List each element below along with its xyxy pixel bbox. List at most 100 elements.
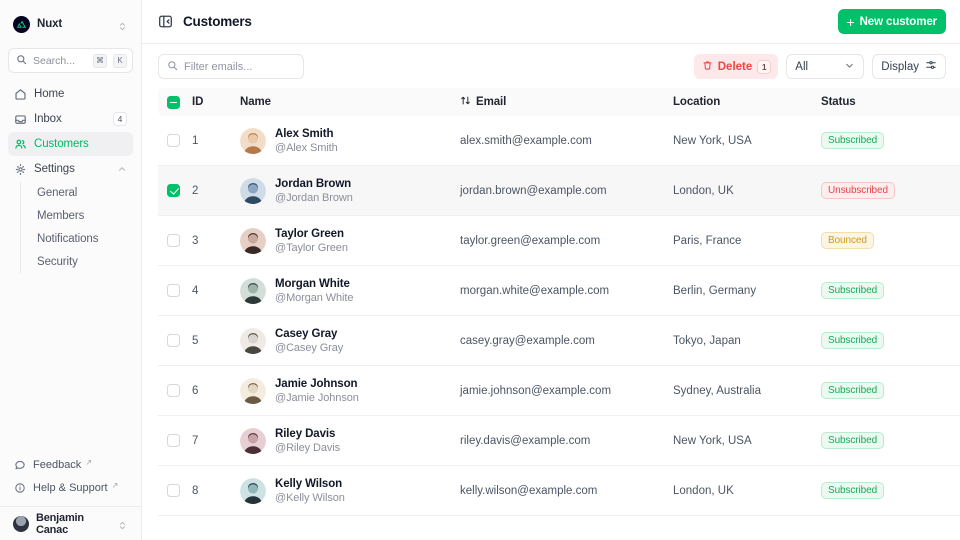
row-checkbox[interactable] [167,434,180,447]
row-checkbox[interactable] [167,134,180,147]
customer-handle: @Alex Smith [275,141,338,154]
row-checkbox[interactable] [167,284,180,297]
row-select-cell [158,216,192,266]
sidebar-item-home[interactable]: Home [8,82,133,106]
cell-location: New York, USA [673,116,821,166]
cell-email: jamie.johnson@example.com [460,366,673,416]
filter-emails-input[interactable]: Filter emails... [158,54,304,79]
sidebar-item-feedback[interactable]: Feedback ↗ [8,454,133,476]
customer-name: Taylor Green [275,227,344,240]
column-header-id[interactable]: ID [192,88,240,116]
table-row[interactable]: 7 Riley Davis @Riley Davis riley.davis@exam… [158,416,960,466]
sidebar-subitem-members[interactable]: Members [37,210,85,222]
customers-table: ID Name Email Location Status [158,88,960,516]
cell-name: Casey Gray @Casey Gray [240,316,460,366]
sidebar-item-customers[interactable]: Customers [8,132,133,156]
avatar [240,177,266,204]
cell-name: Taylor Green @Taylor Green [240,216,460,266]
table-row[interactable]: 1 Alex Smith @Alex Smith alex.smith@example… [158,116,960,166]
column-header-email[interactable]: Email [460,88,673,116]
page-title: Customers [183,14,252,29]
status-badge: Subscribed [821,432,885,449]
column-header-location[interactable]: Location [673,88,821,116]
customer-name: Jordan Brown [275,177,352,190]
sort-arrows-icon[interactable] [460,95,471,109]
table-row[interactable]: 5 Casey Gray @Casey Gray casey.gray@example… [158,316,960,366]
cell-status: Subscribed [821,366,960,416]
chevron-up-icon[interactable] [117,164,127,174]
table-row[interactable]: 2 Jordan Brown @Jordan Brown jordan.brown@e… [158,166,960,216]
status-badge: Unsubscribed [821,182,895,199]
cell-email: casey.gray@example.com [460,316,673,366]
sidebar-item-inbox[interactable]: Inbox 4 [8,107,133,131]
cell-name: Jamie Johnson @Jamie Johnson [240,366,460,416]
user-menu[interactable]: Benjamin Canac [0,506,141,540]
table-head: ID Name Email Location Status [158,88,960,116]
sliders-icon [925,59,937,74]
sidebar-footer-links: Feedback ↗ Help & Support ↗ [8,454,133,506]
customer-handle: @Kelly Wilson [275,491,345,504]
avatar [240,227,266,254]
cell-status: Subscribed [821,466,960,516]
cell-location: New York, USA [673,416,821,466]
sidebar-item-settings[interactable]: Settings [8,157,133,181]
customer-name: Kelly Wilson [275,477,343,490]
page-header: Customers + New customer [142,0,960,44]
display-button[interactable]: Display [872,54,946,79]
team-name: Nuxt [37,18,63,30]
row-select-cell [158,316,192,366]
sidebar-subitem-security[interactable]: Security [37,256,78,268]
sidebar: Nuxt Search... ⌘ K Home [0,0,142,540]
cell-id: 8 [192,466,240,516]
table-row[interactable]: 6 Jamie Johnson @Jamie Johnson jamie.johnso… [158,366,960,416]
cell-email: riley.davis@example.com [460,416,673,466]
cell-status: Subscribed [821,266,960,316]
cell-location: London, UK [673,166,821,216]
delete-button[interactable]: Delete 1 [693,54,779,79]
row-checkbox[interactable] [167,334,180,347]
sidebar-item-label: Feedback [33,459,82,471]
column-header-status[interactable]: Status [821,88,960,116]
row-select-cell [158,416,192,466]
avatar [240,477,266,504]
sidebar-subitem-general[interactable]: General [37,187,78,199]
table-row[interactable]: 8 Kelly Wilson @Kelly Wilson kelly.wilson@e… [158,466,960,516]
cell-location: Tokyo, Japan [673,316,821,366]
customers-table-wrap: ID Name Email Location Status [142,88,960,540]
column-header-name[interactable]: Name [240,88,460,116]
row-checkbox[interactable] [167,484,180,497]
select-all-checkbox[interactable] [167,95,180,109]
cell-id: 6 [192,366,240,416]
sidebar-item-label: Inbox [34,113,62,125]
customer-handle: @Riley Davis [275,441,340,454]
cell-id: 1 [192,116,240,166]
cell-status: Subscribed [821,416,960,466]
cell-name: Alex Smith @Alex Smith [240,116,460,166]
table-row[interactable]: 3 Taylor Green @Taylor Green taylor.green@e… [158,216,960,266]
sidebar-subitem-notifications[interactable]: Notifications [37,233,99,245]
team-switcher[interactable]: Nuxt [8,4,133,44]
cell-email: jordan.brown@example.com [460,166,673,216]
user-name: Benjamin Canac [36,511,84,536]
cell-status: Subscribed [821,316,960,366]
row-checkbox[interactable] [167,384,180,397]
table-row[interactable]: 4 Morgan White @Morgan White morgan.white@e… [158,266,960,316]
sidebar-item-help-support[interactable]: Help & Support ↗ [8,477,133,499]
display-label: Display [881,60,919,73]
panel-collapse-icon[interactable] [158,14,173,29]
search-input[interactable]: Search... ⌘ K [8,48,133,73]
customer-name: Riley Davis [275,427,336,440]
sidebar-spacer [8,273,133,454]
row-checkbox[interactable] [167,234,180,247]
filter-placeholder: Filter emails... [184,60,253,73]
row-select-cell [158,466,192,516]
kbd-cmd: ⌘ [93,53,107,68]
plus-icon: + [846,13,855,30]
row-checkbox[interactable] [167,184,180,197]
new-customer-button[interactable]: + New customer [837,9,946,34]
avatar [240,327,266,354]
status-filter-select[interactable]: All [786,54,865,79]
sidebar-nav: Home Inbox 4 Customers Settings [8,82,133,273]
customer-handle: @Morgan White [275,291,354,304]
